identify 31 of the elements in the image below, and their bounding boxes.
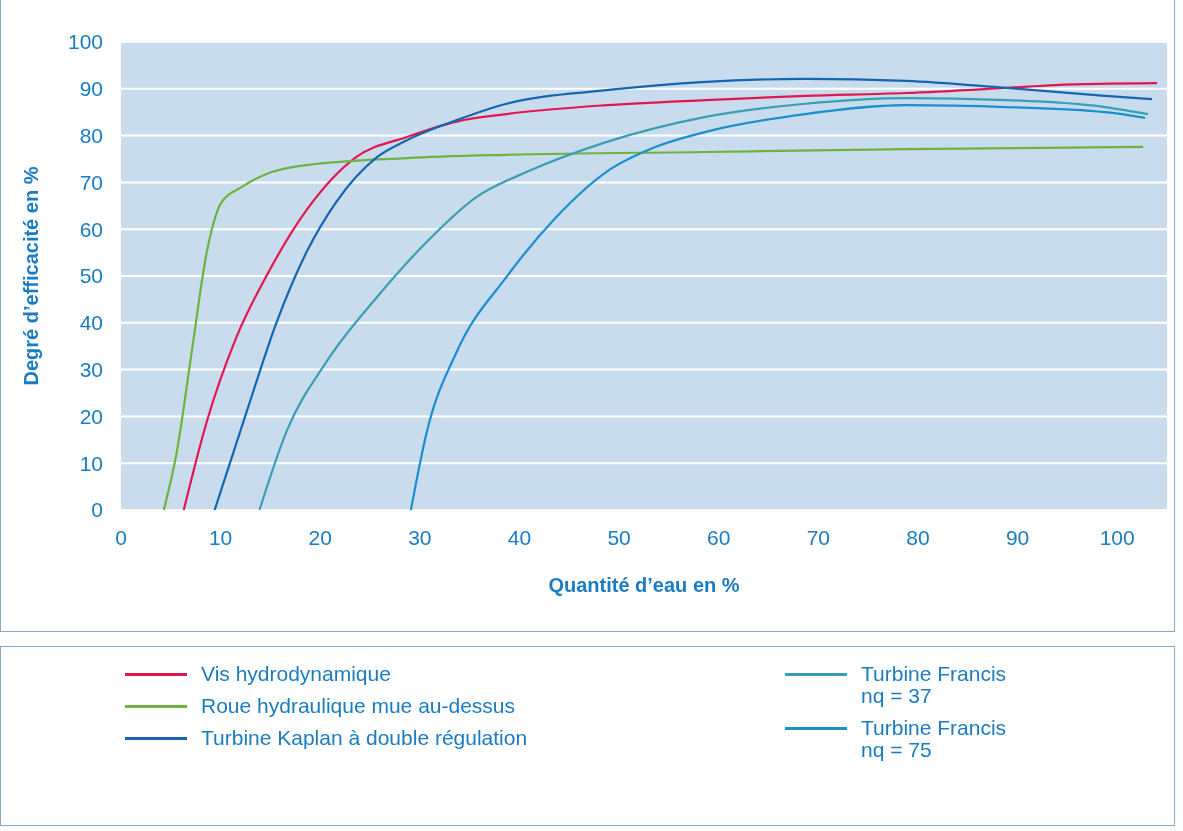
- y-tick-label: 60: [79, 217, 103, 241]
- line-series: [162, 145, 1145, 510]
- legend-label: Vis hydrodynamique: [201, 662, 391, 685]
- x-tick-label: 40: [507, 525, 532, 549]
- x-tick-label: 100: [1099, 525, 1135, 549]
- y-tick-label: 90: [79, 77, 103, 101]
- x-tick-label: 70: [806, 525, 831, 549]
- x-tick-label: 0: [115, 525, 127, 549]
- legend-label: Turbine Francis nq = 37: [861, 662, 1008, 707]
- x-tick-label: 20: [308, 525, 332, 549]
- x-tick-label: 90: [1005, 525, 1030, 549]
- legend-label: Roue hydraulique mue au-dessus: [201, 694, 516, 717]
- y-tick-label: 100: [67, 30, 103, 54]
- x-tick-label: 60: [707, 525, 731, 549]
- y-tick-label: 0: [91, 498, 103, 522]
- y-tick-label: 30: [79, 358, 103, 382]
- y-tick-label: 10: [79, 451, 103, 475]
- y-tick-label: 80: [79, 124, 103, 148]
- y-tick-label: 50: [79, 264, 103, 288]
- x-tick-label: 80: [906, 525, 930, 549]
- y-tick-label: 20: [79, 404, 103, 428]
- x-tick-label: 30: [408, 525, 432, 549]
- line-series: [409, 104, 1147, 510]
- x-tick-label: 10: [208, 525, 233, 549]
- legend-label: Turbine Kaplan à double régulation: [201, 726, 528, 749]
- legend-label: Turbine Francis nq = 75: [861, 716, 1008, 761]
- y-axis-title: Degré d’efficacité en %: [20, 166, 43, 386]
- y-tick-label: 70: [79, 170, 103, 194]
- x-tick-label: 50: [607, 525, 631, 549]
- y-tick-label: 40: [79, 311, 103, 335]
- x-axis-title: Quantité d’eau en %: [548, 574, 740, 596]
